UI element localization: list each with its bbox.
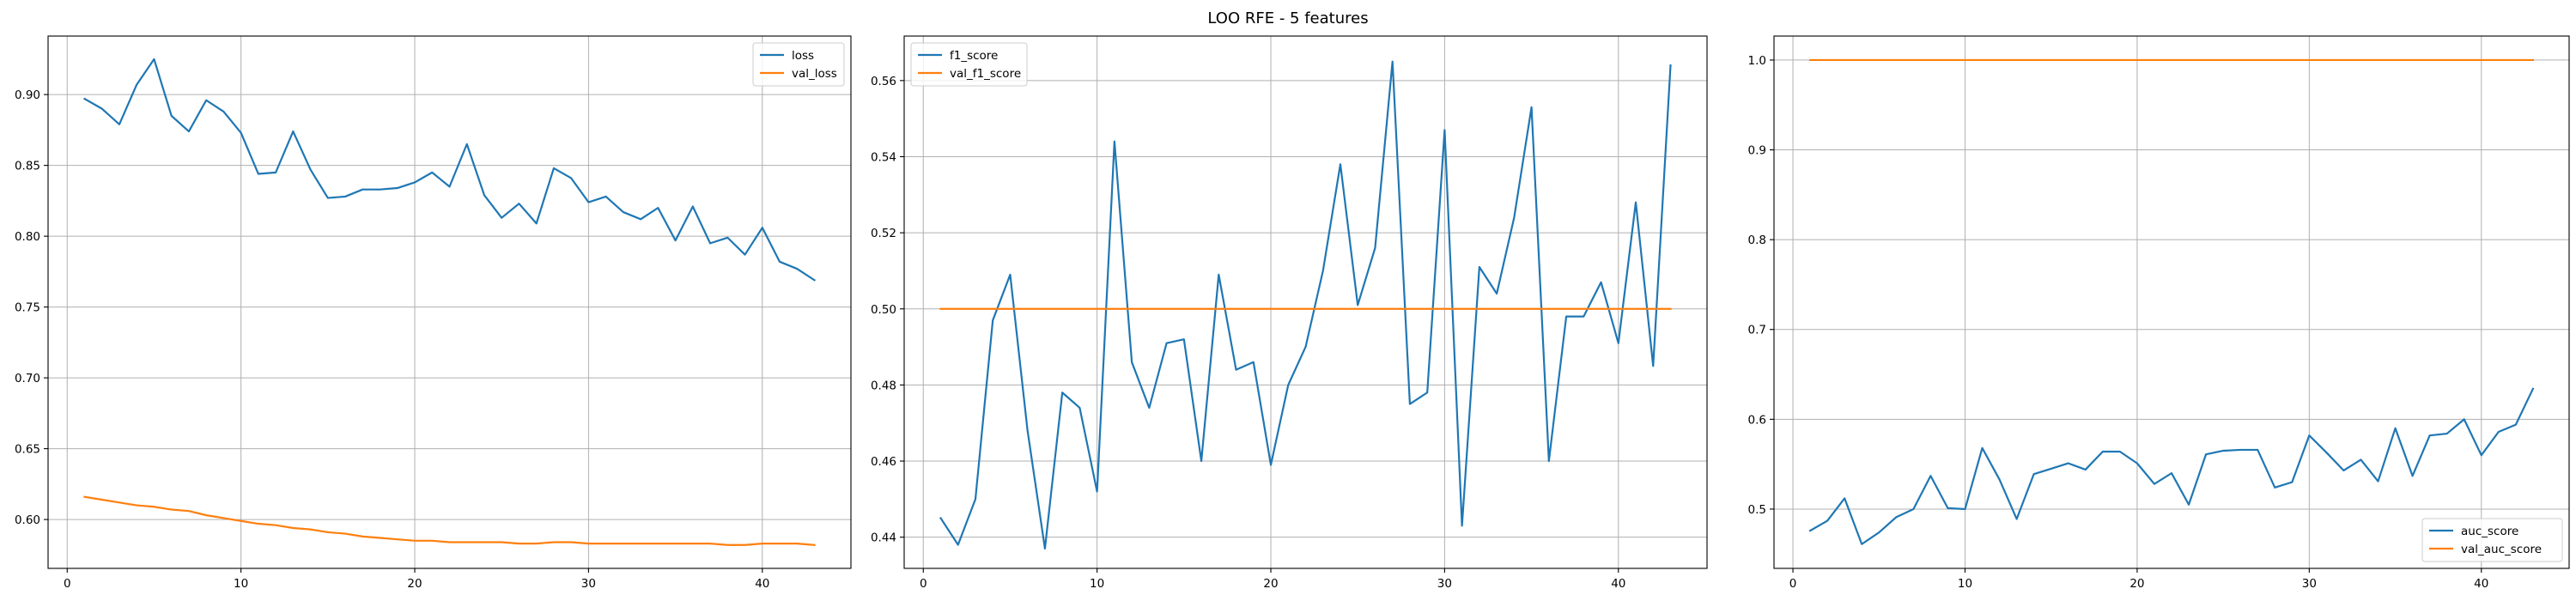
x-tick-label: 40: [755, 577, 769, 591]
y-tick-label: 0.50: [871, 303, 896, 317]
series-line-val-loss: [83, 495, 816, 546]
x-tick-label: 30: [2302, 577, 2317, 591]
x-tick-label: 20: [2129, 577, 2144, 591]
legend-label-auc-score: auc_score: [2461, 525, 2518, 538]
y-tick-label: 0.48: [871, 379, 896, 392]
y-tick-label: 0.9: [1748, 144, 1766, 158]
y-tick-label: 0.8: [1748, 234, 1766, 247]
y-tick-label: 0.75: [15, 301, 40, 315]
x-tick-label: 40: [1611, 577, 1625, 591]
legend-label-f1-score: f1_score: [950, 49, 998, 63]
legend-label-val-f1-score: val_f1_score: [950, 67, 1021, 81]
x-tick-label: 40: [2474, 577, 2488, 591]
x-tick-label: 30: [1437, 577, 1452, 591]
y-tick-label: 0.65: [15, 443, 40, 457]
series-line-f1-score: [939, 60, 1672, 550]
x-tick-label: 20: [1263, 577, 1278, 591]
legend-box: [2421, 518, 2563, 562]
plot-frame: [903, 35, 1708, 569]
x-tick-label: 10: [1958, 577, 1972, 591]
legend: auc_score val_auc_score: [2421, 518, 2563, 562]
y-tick-label: 0.6: [1748, 413, 1766, 427]
y-tick-label: 0.60: [15, 513, 40, 527]
legend: f1_score val_f1_score: [910, 42, 1028, 87]
y-tick-label: 0.52: [871, 227, 896, 240]
x-tick-label: 0: [920, 577, 927, 591]
x-tick-label: 30: [581, 577, 596, 591]
y-tick-label: 0.80: [15, 230, 40, 244]
subplot-f1-score: 0 10 20 30 40 0.44 0.46 0.48 0.50 0.52 0.54 0.56 f1_…: [871, 35, 1708, 591]
y-tick-label: 0.46: [871, 455, 896, 469]
y-tick-label: 0.5: [1748, 503, 1766, 517]
legend-label-val-loss: val_loss: [792, 67, 837, 81]
y-tick-label: 0.56: [871, 75, 896, 88]
y-tick-label: 1.0: [1748, 54, 1766, 68]
subplot-auc-score: 0 10 20 30 40 0.5 0.6 0.7 0.8 0.9 1.0 auc_score val_…: [1748, 35, 2570, 591]
figure-title: LOO RFE - 5 features: [1207, 9, 1368, 27]
subplot-loss: 0 10 20 30 40 0.60 0.65 0.70 0.75 0.80 0.85 0.90 los…: [15, 35, 852, 591]
legend-box: [910, 42, 1028, 87]
x-tick-label: 0: [1789, 577, 1797, 591]
plot-frame: [47, 35, 852, 569]
x-tick-label: 10: [1090, 577, 1104, 591]
legend: loss val_loss: [752, 42, 845, 87]
x-tick-label: 0: [64, 577, 71, 591]
series-line-loss: [82, 58, 817, 282]
y-tick-label: 0.90: [15, 88, 40, 102]
y-tick-label: 0.7: [1748, 324, 1766, 337]
y-tick-label: 0.70: [15, 372, 40, 385]
plot-frame: [1773, 35, 2570, 569]
legend-label-val-auc-score: val_auc_score: [2461, 543, 2542, 556]
legend-label-loss: loss: [792, 49, 814, 63]
x-tick-label: 20: [407, 577, 422, 591]
x-tick-label: 10: [234, 577, 248, 591]
y-tick-label: 0.44: [871, 531, 896, 545]
y-tick-label: 0.85: [15, 160, 40, 173]
legend-box: [752, 42, 845, 87]
series-line-auc-score: [1808, 387, 2535, 545]
y-tick-label: 0.54: [871, 150, 896, 164]
